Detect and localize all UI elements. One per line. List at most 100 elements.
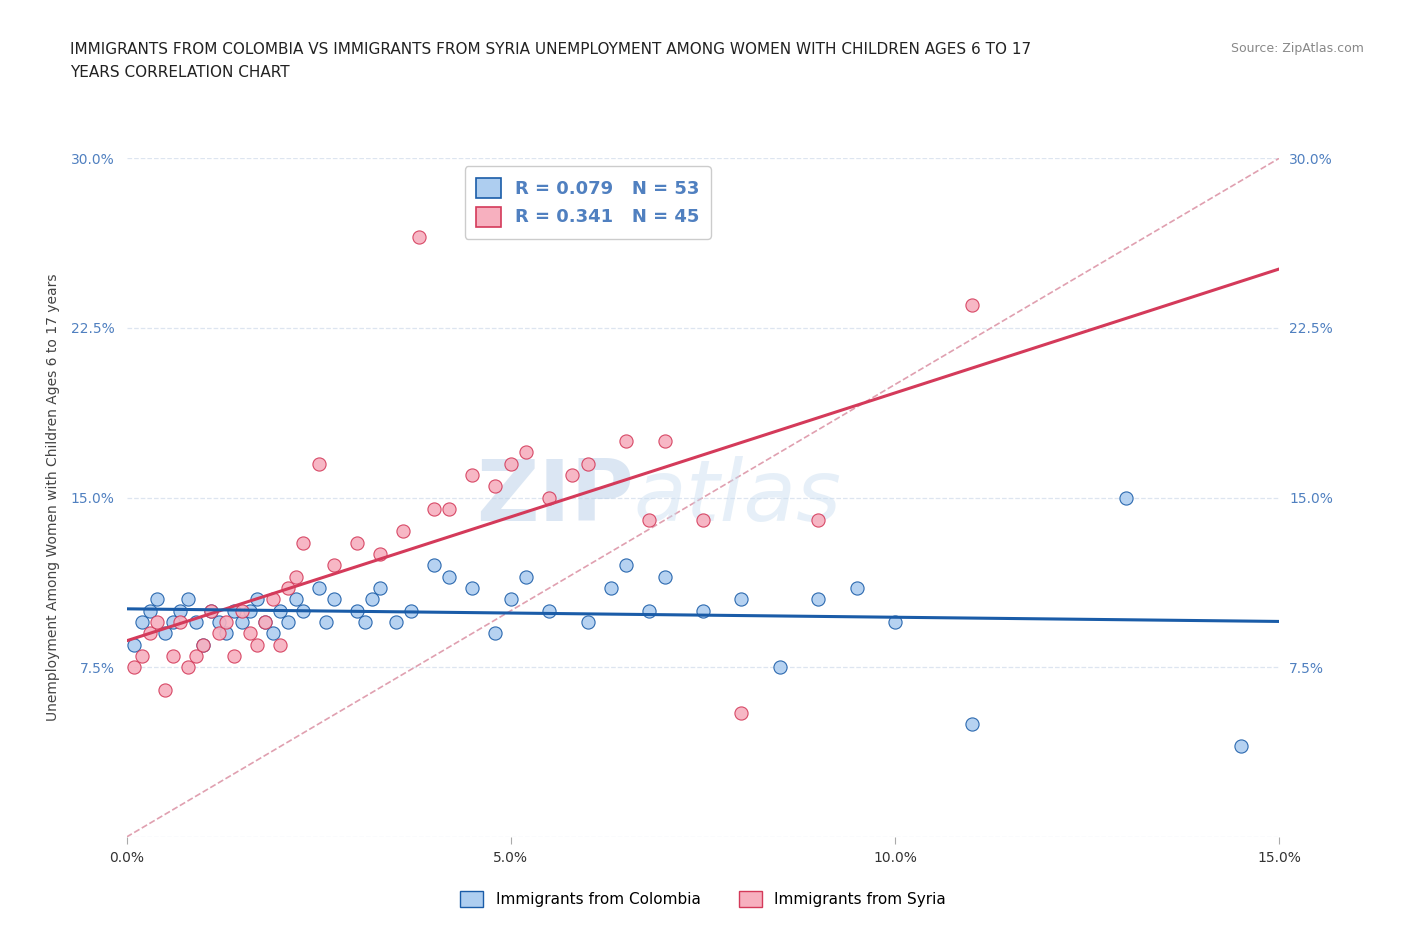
Point [346,604,368,618]
Point [576,457,599,472]
Point [654,433,676,448]
Point [423,558,446,573]
Point [638,604,661,618]
Point [162,648,184,663]
Point [361,592,384,607]
Text: YEARS CORRELATION CHART: YEARS CORRELATION CHART [70,65,290,80]
Point [1230,739,1253,754]
Point [184,615,207,630]
Point [169,604,191,618]
Point [308,580,330,595]
Point [484,626,506,641]
Point [277,580,299,595]
Text: ZIP: ZIP [477,456,634,539]
Point [730,592,752,607]
Point [162,615,184,630]
Point [231,604,253,618]
Point [200,604,222,618]
Point [208,626,231,641]
Point [262,592,284,607]
Legend: Immigrants from Colombia, Immigrants from Syria: Immigrants from Colombia, Immigrants fro… [454,884,952,913]
Point [960,298,983,312]
Point [277,615,299,630]
Point [315,615,337,630]
Point [384,615,406,630]
Point [368,547,391,562]
Point [461,468,484,483]
Point [346,536,368,551]
Point [246,637,269,652]
Point [184,648,207,663]
Point [292,536,315,551]
Point [499,592,522,607]
Point [215,615,238,630]
Point [153,683,176,698]
Point [246,592,269,607]
Point [208,615,231,630]
Point [769,660,792,675]
Point [807,512,830,527]
Point [215,626,238,641]
Point [224,604,246,618]
Point [461,580,484,595]
Point [238,626,260,641]
Point [538,604,561,618]
Point [538,490,561,505]
Point [193,637,215,652]
Point [122,637,145,652]
Point [131,648,153,663]
Point [561,468,583,483]
Point [614,558,637,573]
Point [599,580,621,595]
Point [269,637,291,652]
Point [654,569,676,584]
Point [292,604,315,618]
Point [262,626,284,641]
Point [399,604,422,618]
Point [439,501,461,516]
Point [408,230,430,245]
Point [730,705,752,720]
Point [484,479,506,494]
Point [284,592,307,607]
Point [231,615,253,630]
Point [146,592,169,607]
Point [284,569,307,584]
Legend: R = 0.079   N = 53, R = 0.341   N = 45: R = 0.079 N = 53, R = 0.341 N = 45 [465,166,710,239]
Point [807,592,830,607]
Point [253,615,276,630]
Point [138,626,160,641]
Point [169,615,191,630]
Text: atlas: atlas [634,456,842,539]
Text: IMMIGRANTS FROM COLOMBIA VS IMMIGRANTS FROM SYRIA UNEMPLOYMENT AMONG WOMEN WITH : IMMIGRANTS FROM COLOMBIA VS IMMIGRANTS F… [70,42,1032,57]
Point [177,660,200,675]
Point [499,457,522,472]
Point [392,524,415,538]
Point [153,626,176,641]
Point [884,615,907,630]
Point [439,569,461,584]
Point [845,580,868,595]
Point [224,648,246,663]
Point [122,660,145,675]
Point [253,615,276,630]
Point [308,457,330,472]
Point [323,558,346,573]
Point [131,615,153,630]
Point [423,501,446,516]
Point [960,716,983,731]
Point [269,604,291,618]
Point [146,615,169,630]
Y-axis label: Unemployment Among Women with Children Ages 6 to 17 years: Unemployment Among Women with Children A… [46,273,59,722]
Point [692,604,714,618]
Point [177,592,200,607]
Point [1115,490,1137,505]
Point [515,445,537,459]
Point [200,604,222,618]
Point [323,592,346,607]
Point [238,604,260,618]
Point [138,604,160,618]
Point [692,512,714,527]
Point [614,433,637,448]
Point [515,569,537,584]
